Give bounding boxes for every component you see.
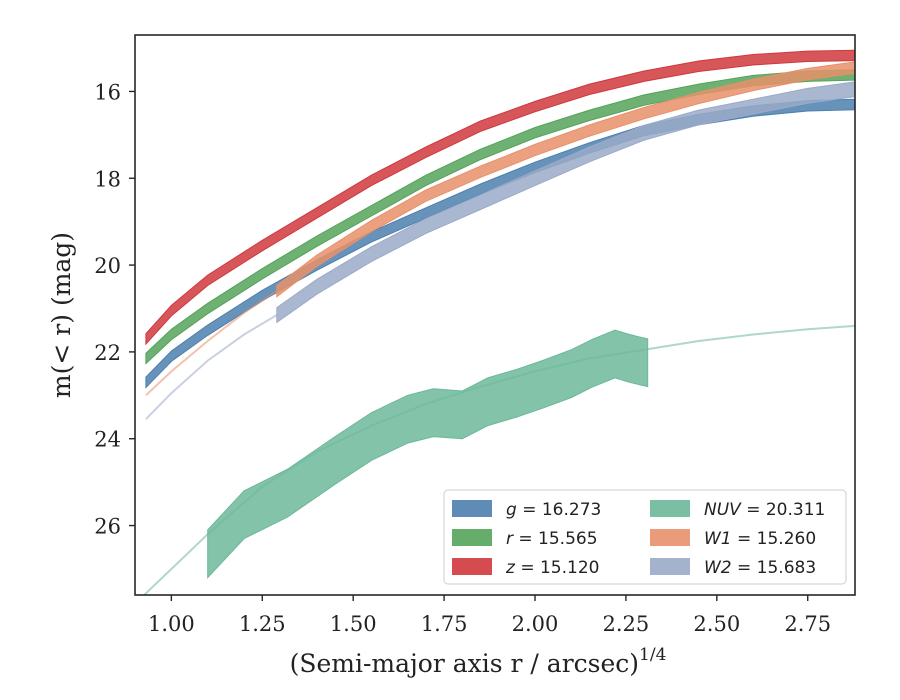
legend-swatch-0 [452, 500, 492, 517]
y-tick-label-0: 16 [94, 80, 121, 104]
series-model-line-4 [145, 290, 278, 397]
x-tick-label-7: 2.75 [784, 612, 831, 636]
legend-label-1: r = 15.565 [506, 529, 598, 549]
legend-swatch-5 [650, 558, 690, 575]
x-tick-label-4: 2.00 [512, 612, 559, 636]
series-model-line-5 [145, 314, 278, 420]
legend-label-4: W1 = 15.260 [704, 529, 816, 549]
legend-swatch-2 [452, 558, 492, 575]
x-axis-label-text: (Semi-major axis r / arcsec) [290, 649, 639, 678]
series-band-1 [145, 69, 855, 365]
y-axis-label: m(< r) (mag) [47, 232, 76, 398]
x-tick-label-0: 1.00 [148, 612, 195, 636]
series-band-4 [276, 61, 855, 298]
legend-label-0: g = 16.273 [506, 500, 601, 520]
x-tick-label-5: 2.25 [603, 612, 650, 636]
y-tick-label-2: 20 [94, 254, 121, 278]
series-bands [142, 49, 855, 595]
y-tick-label-4: 24 [94, 428, 121, 452]
x-tick-label-6: 2.50 [693, 612, 740, 636]
y-tick-label-5: 26 [94, 515, 121, 539]
x-axis-label: (Semi-major axis r / arcsec)1/4 [290, 645, 667, 678]
y-tick-label-3: 22 [94, 341, 121, 365]
legend-label-3: NUV = 20.311 [704, 500, 825, 520]
legend-swatch-3 [650, 500, 690, 517]
legend: g = 16.273 r = 15.565 z = 15.120 NUV = 20.3… [443, 489, 847, 585]
y-axis-ticks: 16 18 20 22 24 26 [94, 80, 135, 539]
series-band-3 [207, 329, 649, 579]
y-tick-label-1: 18 [94, 167, 121, 191]
series-band-5 [276, 81, 855, 324]
x-axis-ticks: 1.00 1.25 1.50 1.75 2.00 2.25 2.50 2.75 [148, 595, 831, 636]
series-band-2 [145, 49, 855, 346]
legend-swatch-4 [650, 529, 690, 546]
x-tick-label-1: 1.25 [239, 612, 286, 636]
legend-swatch-1 [452, 529, 492, 546]
plot-frame [134, 34, 856, 596]
x-tick-label-2: 1.50 [330, 612, 377, 636]
x-axis-label-exponent: 1/4 [639, 645, 666, 665]
legend-label-5: W2 = 15.683 [704, 558, 816, 578]
legend-label-2: z = 15.120 [505, 558, 599, 578]
legend-box [443, 489, 847, 585]
x-tick-label-3: 1.75 [421, 612, 468, 636]
